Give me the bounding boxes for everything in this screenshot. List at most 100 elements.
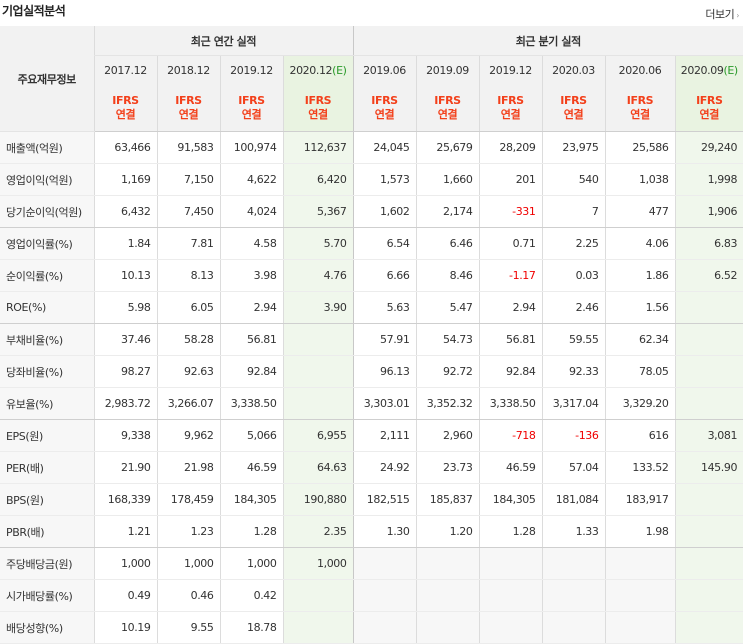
row-label: 시가배당률(%) [0, 580, 94, 612]
period-label: 2020.09 [681, 64, 724, 77]
table-cell: 1,573 [353, 164, 416, 196]
table-cell: 62.34 [605, 324, 675, 356]
table-cell: 1,906 [675, 196, 743, 228]
table-cell [283, 612, 353, 644]
row-label: ROE(%) [0, 292, 94, 324]
table-cell: 1,000 [283, 548, 353, 580]
row-label: 유보율(%) [0, 388, 94, 420]
ifrs-standard: IFRS [676, 94, 743, 108]
table-cell: 6.83 [675, 228, 743, 260]
table-cell: 6,420 [283, 164, 353, 196]
table-cell: 23.73 [416, 452, 479, 484]
row-label: PBR(배) [0, 516, 94, 548]
table-cell [479, 548, 542, 580]
ifrs-consolidated: 연결 [284, 108, 353, 122]
table-cell: 96.13 [353, 356, 416, 388]
table-cell: 190,880 [283, 484, 353, 516]
table-cell: 9.55 [157, 612, 220, 644]
table-cell [479, 580, 542, 612]
table-cell [675, 580, 743, 612]
table-cell: 540 [542, 164, 605, 196]
table-cell: 2.94 [220, 292, 283, 324]
row-label: 부채비율(%) [0, 324, 94, 356]
table-cell [416, 580, 479, 612]
table-cell: 178,459 [157, 484, 220, 516]
table-cell: 168,339 [94, 484, 157, 516]
table-cell: 1,038 [605, 164, 675, 196]
table-cell: 2,983.72 [94, 388, 157, 420]
table-cell: 184,305 [479, 484, 542, 516]
table-cell: 9,962 [157, 420, 220, 452]
table-cell: 1.23 [157, 516, 220, 548]
table-cell [675, 548, 743, 580]
table-cell: 1.33 [542, 516, 605, 548]
ifrs-consolidated: 연결 [606, 108, 675, 122]
period-label: 2020.03 [552, 64, 595, 77]
table-cell: 3.90 [283, 292, 353, 324]
table-cell: 182,515 [353, 484, 416, 516]
corner-label: 주요재무정보 [0, 26, 94, 132]
period-header: 2019.12 [220, 56, 283, 86]
table-cell: 3,352.32 [416, 388, 479, 420]
period-label: 2020.06 [619, 64, 662, 77]
row-label: 영업이익률(%) [0, 228, 94, 260]
table-cell: 28,209 [479, 132, 542, 164]
table-cell [416, 548, 479, 580]
ifrs-standard: IFRS [221, 94, 283, 108]
table-cell: 92.63 [157, 356, 220, 388]
section-header: 기업실적분석 더보기› [0, 0, 743, 26]
table-cell: 46.59 [220, 452, 283, 484]
period-label: 2019.06 [363, 64, 406, 77]
table-cell [605, 612, 675, 644]
table-cell [675, 356, 743, 388]
table-cell: 2.94 [479, 292, 542, 324]
table-cell: 9,338 [94, 420, 157, 452]
table-cell: 3,266.07 [157, 388, 220, 420]
table-cell [283, 356, 353, 388]
table-cell: 1,998 [675, 164, 743, 196]
table-cell: 8.13 [157, 260, 220, 292]
table-cell [416, 612, 479, 644]
table-cell: 4,024 [220, 196, 283, 228]
table-cell: 4,622 [220, 164, 283, 196]
table-cell: 3,329.20 [605, 388, 675, 420]
period-label: 2018.12 [167, 64, 210, 77]
ifrs-consolidated: 연결 [676, 108, 743, 122]
table-cell: 0.03 [542, 260, 605, 292]
table-cell [675, 516, 743, 548]
table-cell [675, 292, 743, 324]
table-cell [283, 388, 353, 420]
table-cell: 3.98 [220, 260, 283, 292]
table-cell: -136 [542, 420, 605, 452]
row-label: 매출액(억원) [0, 132, 94, 164]
table-cell: 1.21 [94, 516, 157, 548]
table-cell: 1,169 [94, 164, 157, 196]
table-cell: 0.71 [479, 228, 542, 260]
table-cell [479, 612, 542, 644]
table-cell: 1.84 [94, 228, 157, 260]
row-label: 배당성향(%) [0, 612, 94, 644]
ifrs-standard: IFRS [354, 94, 416, 108]
ifrs-standard: IFRS [417, 94, 479, 108]
table-cell: 6.46 [416, 228, 479, 260]
table-cell: 2.35 [283, 516, 353, 548]
table-cell: 2,174 [416, 196, 479, 228]
table-cell: 6.52 [675, 260, 743, 292]
more-label: 더보기 [705, 8, 734, 21]
chevron-right-icon: › [736, 11, 739, 20]
table-cell: 1.28 [479, 516, 542, 548]
table-cell: 2,111 [353, 420, 416, 452]
more-link[interactable]: 더보기› [705, 6, 739, 22]
period-header: 2019.06 [353, 56, 416, 86]
estimate-mark: (E) [723, 64, 737, 77]
table-cell [675, 484, 743, 516]
